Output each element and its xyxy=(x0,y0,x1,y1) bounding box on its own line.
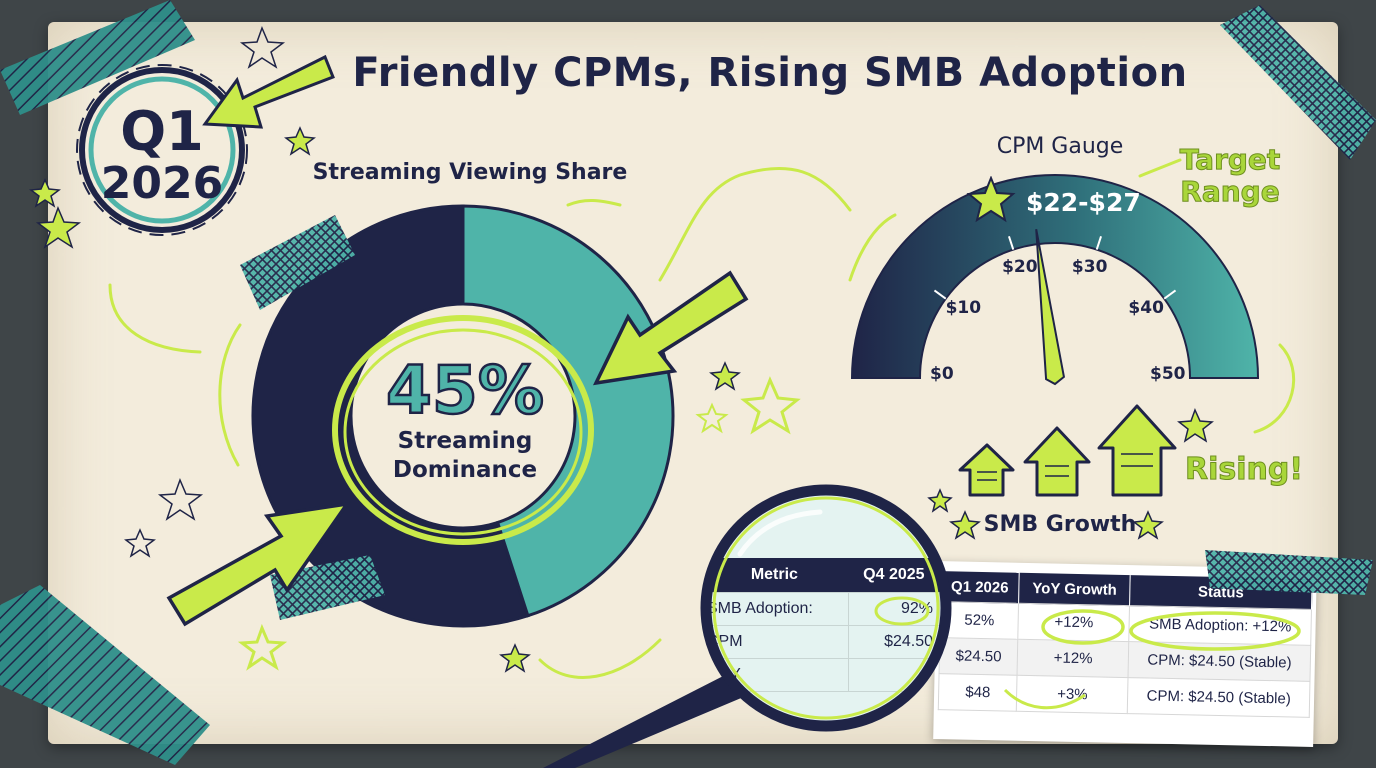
target-range-annotation: Target Range xyxy=(1179,143,1281,208)
lens-row: AOY xyxy=(706,658,941,692)
lens-cell: SMB Adoption: xyxy=(706,592,849,626)
growth-arrows xyxy=(958,404,1177,497)
lens-row: SMB Adoption: 92% xyxy=(706,592,941,626)
growth-arrow-large xyxy=(1097,404,1177,497)
gauge-tick xyxy=(933,289,947,300)
gauge-range-label: $22-$27 xyxy=(1026,188,1141,217)
rising-annotation: Rising! xyxy=(1184,452,1304,488)
gauge-tick xyxy=(1163,289,1177,300)
growth-arrow-small xyxy=(958,443,1015,497)
badge-year: 2026 xyxy=(100,158,224,209)
lens-header-metric: Metric xyxy=(706,558,849,593)
tape-bottom-left xyxy=(0,585,210,765)
gauge-needle xyxy=(1035,228,1066,386)
cpm-gauge xyxy=(850,174,1260,386)
tape-top-right xyxy=(1220,5,1376,160)
lens-table: Metric Q4 2025 SMB Adoption: 92% CPM $24… xyxy=(706,558,941,692)
gauge-arc xyxy=(850,174,1260,379)
gauge-tick-label: $0 xyxy=(930,364,954,384)
gauge-tick-label: $10 xyxy=(945,297,982,318)
arrow-lower-left xyxy=(166,501,351,627)
donut-center: 45% Streaming Dominance xyxy=(340,352,590,485)
tape-bottom-right xyxy=(1205,550,1373,595)
lens-cell: AOY xyxy=(706,658,849,692)
gauge-tick-label: $50 xyxy=(1150,364,1186,384)
badge-quarter: Q1 xyxy=(120,100,204,163)
lens-row: CPM $24.50 xyxy=(706,625,941,659)
center-label-line1: Streaming xyxy=(397,428,533,454)
lens-header-q4: Q4 2025 xyxy=(848,558,940,593)
donut-title: Streaming Viewing Share xyxy=(312,160,628,185)
gauge-tick-label: $20 xyxy=(1002,256,1038,277)
gauge-tick-label: $30 xyxy=(1071,256,1108,277)
lens-cell: 92% xyxy=(847,592,941,626)
lens-cell: CPM xyxy=(706,625,849,659)
center-label-line2: Dominance xyxy=(392,457,538,483)
table-highlight-circles xyxy=(1003,609,1301,710)
smb-growth-label: SMB Growth xyxy=(983,512,1137,537)
center-highlight-ring xyxy=(332,315,594,545)
gauge-tick-label: $40 xyxy=(1128,297,1164,318)
gauge-tick xyxy=(1008,235,1015,250)
tape-donut-top xyxy=(240,215,355,310)
magnifier-lens: Metric Q4 2025 SMB Adoption: 92% CPM $24… xyxy=(706,490,946,726)
lens-cell: $24.50 xyxy=(847,625,941,659)
lens-cell xyxy=(847,658,941,692)
badge-ring xyxy=(76,64,248,236)
arrow-upper-right xyxy=(592,270,749,386)
gauge-title: CPM Gauge xyxy=(996,134,1124,159)
page-title: Friendly CPMs, Rising SMB Adoption xyxy=(352,50,1188,96)
streaming-share-value: 45% xyxy=(385,352,545,429)
gauge-tick xyxy=(1095,235,1102,250)
badge-arrow xyxy=(202,54,335,129)
center-highlight-ring-2 xyxy=(343,328,583,536)
growth-arrow-medium xyxy=(1023,426,1091,497)
target-star xyxy=(966,176,1016,223)
tape-top-left xyxy=(0,0,195,115)
quarter-badge: Q1 2026 xyxy=(72,60,252,240)
